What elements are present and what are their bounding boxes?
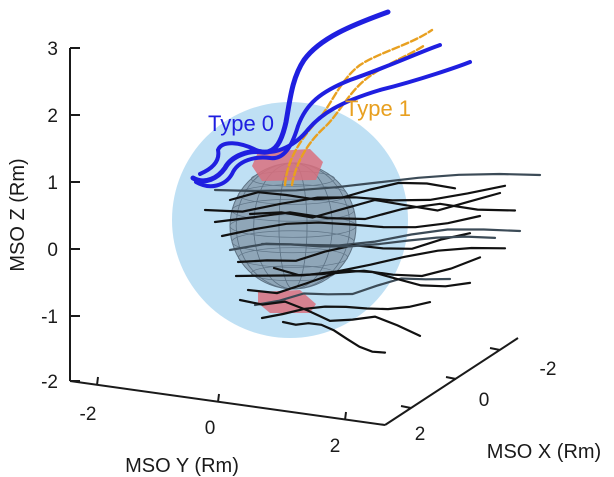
- black-field-line: [213, 202, 517, 224]
- x-tick: [400, 405, 412, 409]
- y-tick-label: 2: [330, 436, 341, 457]
- x-tick: [489, 347, 501, 351]
- black-field-line: [213, 172, 542, 193]
- black-field-line: [253, 277, 452, 307]
- x-axis-title: MSO X (Rm): [487, 441, 601, 463]
- z-tick-label: 3: [47, 39, 58, 60]
- type0-field-line: [190, 9, 391, 184]
- z-tick-label: 1: [47, 173, 58, 194]
- z-axis-title: MSO Z (Rm): [7, 158, 29, 271]
- y-tick-label: -2: [80, 404, 97, 425]
- sphere-latitude: [231, 230, 355, 254]
- z-tick-label: -1: [41, 307, 58, 328]
- black-field-line: [220, 214, 482, 238]
- y-axis-title: MSO Y (Rm): [125, 455, 239, 477]
- x-tick: [445, 376, 457, 380]
- tick-marks: [70, 47, 501, 421]
- black-field-line: [234, 246, 507, 278]
- y-tick-label: 0: [205, 418, 216, 439]
- black-field-line: [238, 298, 422, 337]
- axes: [69, 48, 519, 426]
- x-tick-label: -2: [540, 359, 557, 380]
- type1-annotation: Type 1: [345, 96, 411, 121]
- black-field-line: [203, 184, 507, 213]
- type0-field-lines: [190, 9, 472, 189]
- black-field-line: [281, 320, 387, 354]
- y-tick: [344, 411, 347, 421]
- type0-field-line: [198, 60, 472, 176]
- x-axis-line: [384, 337, 519, 426]
- x-tick-label: 0: [479, 390, 490, 411]
- black-field-lines: [203, 172, 542, 354]
- y-axis-line: [69, 380, 386, 426]
- black-field-line: [272, 266, 472, 288]
- type0-annotation: Type 0: [208, 111, 274, 136]
- type1-field-line: [283, 28, 434, 187]
- z-tick-label: -2: [41, 372, 58, 393]
- y-tick: [96, 376, 99, 386]
- z-tick-label: 0: [47, 240, 58, 261]
- black-field-line: [248, 191, 502, 219]
- black-field-line: [260, 301, 432, 320]
- x-tick-label: 2: [415, 424, 426, 445]
- black-field-line: [260, 235, 497, 248]
- sphere-latitude: [238, 247, 348, 268]
- black-field-line: [228, 181, 457, 202]
- y-tick: [217, 393, 220, 403]
- z-tick-label: 2: [47, 106, 58, 127]
